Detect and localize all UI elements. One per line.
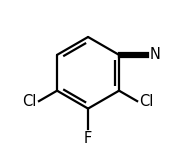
Text: N: N <box>150 47 161 62</box>
Text: Cl: Cl <box>139 94 153 109</box>
Text: F: F <box>84 131 92 146</box>
Text: Cl: Cl <box>23 94 37 109</box>
